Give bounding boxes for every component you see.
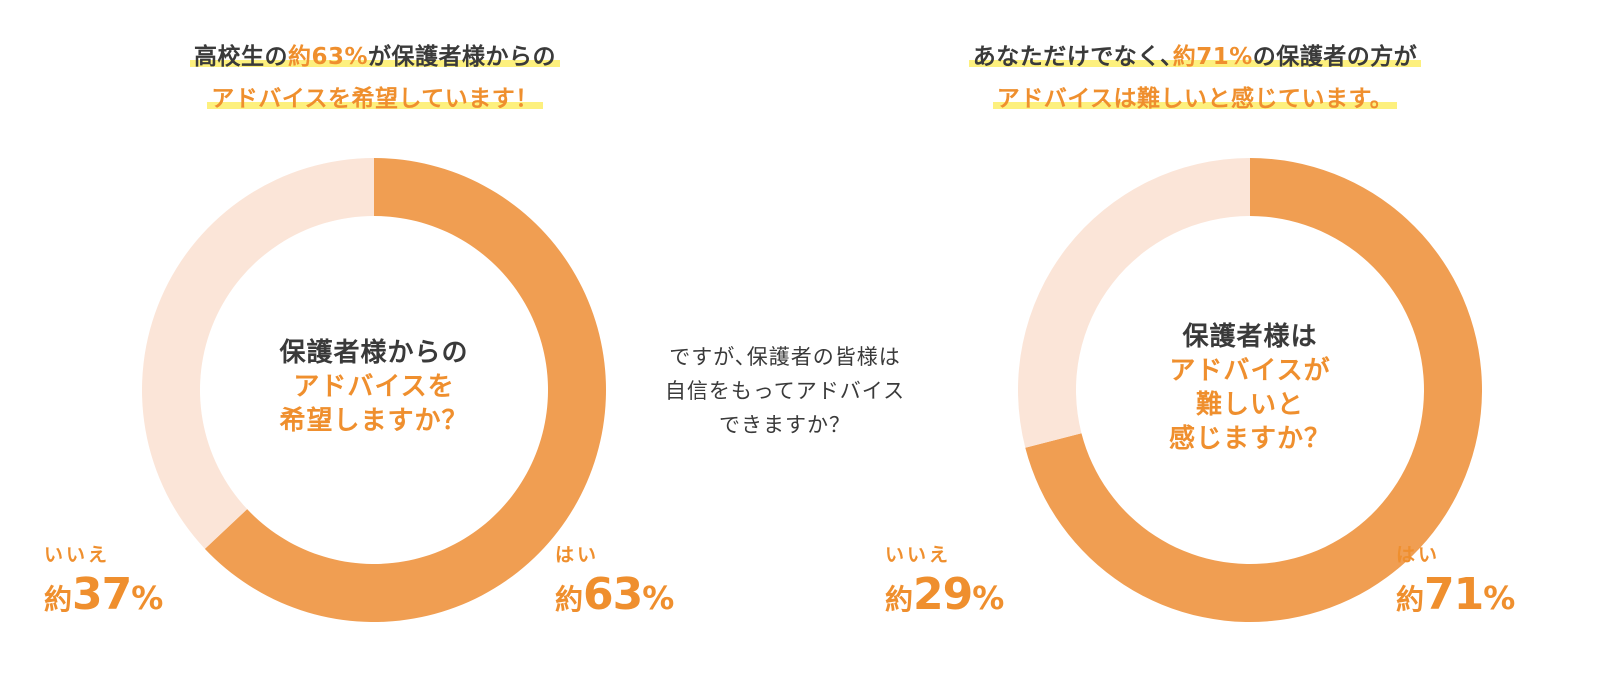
left-yes-value: 63 [583, 569, 643, 620]
left-donut-chart [142, 157, 606, 622]
middle-line3: できますか？ [719, 413, 851, 437]
right-headline-line1: あなただけでなく､約71%の保護者の方が [968, 44, 1422, 70]
right-donut-question: 保護者様は アドバイスが 難しいと 感じますか？ [1120, 320, 1380, 456]
left-no-answer: いいえ [44, 544, 111, 566]
left-question-line3: 希望しますか？ [279, 406, 469, 436]
right-yes-label: はい 約71% [1396, 540, 1515, 628]
left-yes-slice [204, 158, 606, 622]
left-headline: 高校生の約63%が保護者様からの アドバイスを希望しています！ [95, 36, 655, 120]
right-headline-line2: アドバイスは難しいと感じています。 [992, 86, 1398, 112]
right-question-line1: 保護者様は [1182, 322, 1318, 352]
left-no-slice [142, 157, 374, 549]
right-yes-answer: はい [1396, 544, 1441, 566]
right-headline-accent: 約71% [1172, 44, 1253, 70]
right-no-slice [1018, 158, 1250, 448]
left-yes-answer: はい [555, 544, 600, 566]
left-headline-line2: アドバイスを希望しています！ [207, 86, 543, 112]
left-question-line2: アドバイスを [293, 372, 455, 402]
left-headline-line1: 高校生の約63%が保護者様からの [189, 44, 561, 70]
left-no-value: 37 [72, 569, 132, 620]
left-donut-question: 保護者様からの アドバイスを 希望しますか？ [244, 336, 504, 438]
right-question-line3: 難しいと [1195, 390, 1304, 420]
left-no-label: いいえ 約37% [44, 540, 163, 628]
middle-question-text: ですが､保護者の皆様は 自信をもってアドバイス できますか？ [650, 340, 920, 442]
left-headline-accent: 約63% [287, 44, 369, 70]
right-yes-value: 71 [1424, 569, 1484, 620]
right-headline: あなただけでなく､約71%の保護者の方が アドバイスは難しいと感じています。 [915, 36, 1475, 120]
right-donut-chart [1018, 158, 1482, 622]
left-yes-label: はい 約63% [555, 540, 674, 628]
right-no-value: 29 [913, 569, 973, 620]
right-no-label: いいえ 約29% [885, 540, 1004, 628]
right-question-line2: アドバイスが [1169, 356, 1331, 386]
left-question-line1: 保護者様からの [279, 338, 469, 368]
right-no-answer: いいえ [885, 544, 952, 566]
middle-line2: 自信をもってアドバイス [664, 379, 906, 403]
right-question-line4: 感じますか？ [1168, 424, 1331, 454]
middle-line1: ですが､保護者の皆様は [669, 345, 901, 369]
